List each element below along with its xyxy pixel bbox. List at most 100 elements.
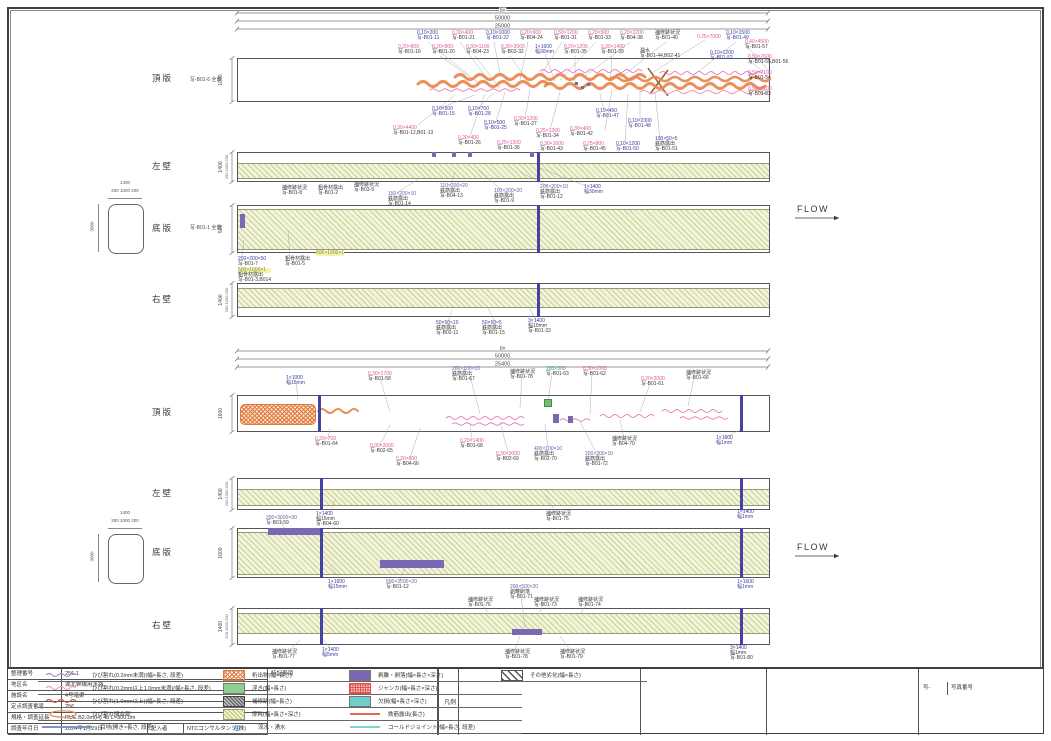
damage-annotation: 1×1600 幅15mm — [328, 579, 347, 591]
overview-photo-note-bottom-slab: 写-B01-1 全景 — [190, 225, 222, 231]
damage-annotation: 100×50×5 鉄筋露出 写-B01-51 — [655, 136, 678, 153]
damage-annotation: 0.30×1700 写-B01-58 — [368, 371, 392, 383]
marker-joint — [320, 608, 323, 645]
marker-greensq — [544, 399, 552, 407]
strip-right-wall-lower — [237, 608, 770, 645]
damage-annotation: 0.50×1200 写-B01-31 — [554, 30, 578, 42]
legend-swatch-hatch-yellow-icon — [223, 708, 245, 720]
damage-annotation: 1×1400 幅30mm — [584, 184, 603, 196]
damage-annotation: 補修跡状況 写-B01-74 — [578, 597, 604, 609]
damage-annotation: 0.20×700 写-B01-64 — [315, 436, 338, 448]
legend-swatch-wave-icon — [38, 683, 88, 693]
legend-swatch-rect-icon — [349, 695, 371, 707]
damage-annotation: 0.20×500 写-B01-33 — [588, 30, 611, 42]
wear-hatch-band — [238, 489, 769, 506]
legend-item-label: ひび割れ(0.2mm未満)(幅×長さ, 段差) — [92, 673, 183, 679]
marker-joint — [740, 478, 743, 510]
damage-annotation: 500×1000×1 粗骨材露出 写-B01-3,B014 — [238, 267, 272, 284]
legend-item-label: ひび割れ(0.2mm以上1.0mm未満)(幅×長さ, 段差) — [92, 686, 211, 692]
damage-annotation: 補修跡状況 写-B04-70 — [612, 436, 638, 448]
legend-swatch-rect-icon — [349, 669, 371, 681]
damage-annotation: 0.20×400 写-B01-26 — [458, 135, 481, 147]
strip-bottom-slab-upper — [237, 205, 770, 253]
marker-patch — [240, 214, 245, 228]
wear-hatch-band — [238, 209, 769, 250]
svg-text:1600: 1600 — [218, 547, 224, 558]
legend-swatch-line2-icon — [350, 726, 380, 728]
info-label-spec: 規格・調査延長 — [8, 713, 62, 724]
legend-item: 補修跡(幅×長さ) — [220, 695, 370, 708]
svg-text:1400: 1400 — [218, 621, 224, 632]
damage-annotation: 0.20×600 写-B04-66 — [396, 456, 419, 468]
legend-item: 浮き(幅×長さ) — [220, 682, 370, 695]
damage-annotation: 0.25×1300 写-B01-34 — [536, 128, 560, 140]
info-value-spec: RUE B2.0m(H) 4b L=300.0m — [62, 713, 268, 724]
legend-item: ひび割れ閉合部 — [38, 708, 274, 721]
legend-item-label: その他劣化(幅×長さ) — [530, 673, 581, 679]
damage-annotation: 補修跡状況 写-B01-66 — [686, 370, 712, 382]
title-block-table: 整理番号 256-1 地区名 湖北幹線用水路 施設名 4号暗渠 定点調査番号 2… — [8, 667, 1043, 735]
marker-patch — [553, 414, 559, 423]
damage-annotation: 400×100×10 鉄筋露出 写-B02-70 — [534, 446, 563, 463]
wear-hatch-band — [238, 532, 769, 575]
legend-swatch-wave-icon — [38, 670, 88, 680]
damage-annotation: 補修跡状況 写-B01-75 — [546, 511, 572, 523]
damage-annotation: 0.25×1300 写-B01-36 — [497, 140, 521, 152]
wear-hatch-band — [238, 163, 769, 179]
marker-patch — [380, 560, 444, 568]
damage-annotation: 0.10×1000 写-B01-22 — [486, 30, 510, 42]
legend-item: コールドジョイント(幅×長さ, 段差) — [346, 721, 522, 734]
damage-annotation: 0.50×7600 写-B01-55,B01-56 — [748, 54, 789, 66]
legend-swatch-ellipse-icon — [38, 709, 88, 719]
cs-width-dim: 1400 — [119, 180, 130, 185]
damage-annotation: 0.20×2200 写-B04-38 — [620, 30, 644, 42]
legend-swatch-hatch-diag-icon — [501, 669, 523, 681]
damage-annotation: 1×1600 幅1mm — [716, 435, 733, 447]
damage-annotation: 1×1400 幅15mm 写-B04-60 — [316, 511, 339, 528]
legend-item: その他劣化(幅×長さ) — [498, 669, 647, 682]
marker-patch — [452, 152, 456, 157]
legend-swatch-wave-icon — [38, 696, 88, 706]
damage-annotation: 200×3000×30 写-B01-59 — [266, 515, 297, 527]
marker-joint — [537, 283, 540, 317]
damage-annotation: 0.20×600 写-B04-24 — [520, 30, 543, 42]
legend-item: 剥離・剥落(幅×長さ×深さ) — [346, 669, 522, 682]
damage-annotation: 0.25×7000 — [697, 34, 721, 40]
svg-text:500: 500 — [218, 225, 224, 234]
row-label-left-wall-lower: 左壁 — [152, 488, 174, 498]
legend-item-label: ひび割れ閉合部 — [92, 712, 131, 718]
damage-annotation: 0.30×2000 写-B03-32 — [501, 44, 525, 56]
info-label-recorder: 記入者 — [148, 724, 184, 735]
damage-annotation: 1×1600 幅30mm — [535, 44, 554, 56]
damage-annotation: 0.30×3000 写-B02-69 — [496, 451, 520, 463]
info-value-date: 2024年1月29日 — [62, 724, 148, 735]
svg-text:B#: B# — [500, 8, 506, 13]
damage-annotation: 補修跡状況 写-B01-77 — [272, 649, 298, 661]
damage-annotation: 0.40×4500 写-B01-57 — [745, 39, 769, 51]
marker-patch — [568, 416, 573, 423]
damage-annotation: 0.10×500 写-B01-15 — [432, 106, 455, 118]
row-label-right-wall-lower: 右壁 — [152, 620, 174, 630]
svg-text:25000: 25000 — [495, 24, 510, 30]
damage-annotation: 補修跡状況 写-B01-79 — [560, 649, 586, 661]
damage-annotation: 0.20×800 写-B01-16 — [398, 44, 421, 56]
damage-annotation: 1×1600 幅1mm — [737, 579, 754, 591]
damage-annotation: 200×200×10 鉄筋露出 写-B01-12 — [540, 184, 569, 201]
legend-item-label: 鉄筋露出(長さ) — [388, 712, 425, 718]
cross-section-lower: 1400 200 1000 200 3000 — [86, 506, 236, 626]
damage-annotation: 100×200×20 鉄筋露出 写-B01-9 — [494, 188, 523, 205]
legend-swatch-junka-icon — [349, 682, 371, 694]
damage-annotation: 0.10×1500 写-B01-49 — [726, 30, 750, 42]
damage-annotation: 0.10×700 写-B01-28 — [468, 106, 491, 118]
marker-patch — [432, 152, 436, 157]
damage-annotation: 1×1400 幅1mm — [737, 509, 754, 521]
strip-left-wall-upper — [237, 152, 770, 182]
strip-top-slab-lower — [237, 395, 770, 432]
legend-item-label: 析出物(幅×長さ) — [252, 673, 292, 679]
flow-indicator-lower: FLOW — [795, 542, 839, 559]
legend-item: 摩耗(幅×長さ×深さ) — [220, 708, 370, 721]
svg-text:1600: 1600 — [218, 408, 224, 419]
svg-text:200 1000 200: 200 1000 200 — [224, 287, 229, 312]
damage-annotation: 150×200×10 鉄筋露出 写-B01-14 — [388, 191, 417, 208]
